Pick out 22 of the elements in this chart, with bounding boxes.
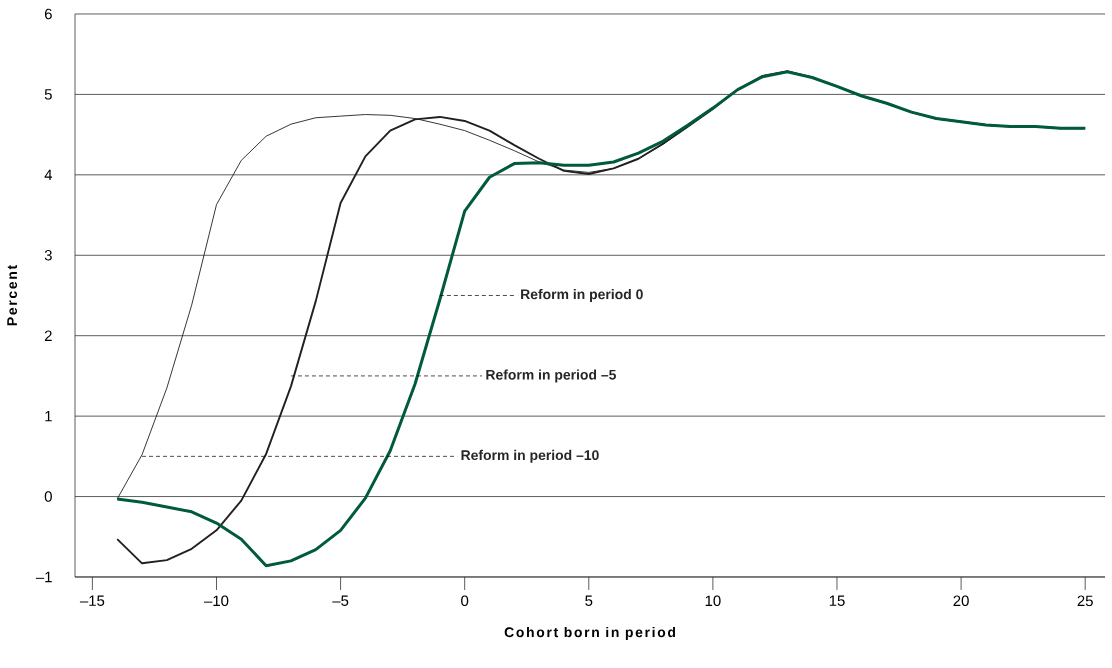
- x-tick-label: 15: [829, 595, 845, 606]
- y-tick-label: –1: [35, 571, 52, 583]
- x-tick-label: –15: [79, 595, 105, 606]
- x-tick-label: –10: [204, 595, 229, 607]
- annotation: Reform in period –5: [486, 369, 616, 383]
- x-tick-label: 0: [461, 595, 469, 607]
- x-axis-title: Cohort born in period: [504, 626, 676, 640]
- x-tick-label: 25: [1077, 595, 1093, 607]
- x-tick-label: –5: [332, 595, 349, 606]
- y-tick-label: 5: [44, 89, 52, 100]
- y-tick-label: 1: [45, 410, 52, 422]
- x-tick-label: 10: [705, 595, 721, 607]
- y-tick-label: 6: [44, 8, 52, 20]
- annotation: Reform in period –10: [461, 449, 599, 463]
- y-tick-label: 2: [44, 330, 52, 341]
- x-tick-label: 20: [953, 595, 969, 607]
- y-tick-label: 0: [44, 491, 52, 502]
- annotation: Reform in period 0: [521, 288, 643, 302]
- y-tick-label: 3: [44, 249, 52, 261]
- x-tick-label: 5: [585, 595, 593, 606]
- y-tick-label: 4: [44, 169, 53, 180]
- y-axis-title: Percent: [7, 265, 18, 326]
